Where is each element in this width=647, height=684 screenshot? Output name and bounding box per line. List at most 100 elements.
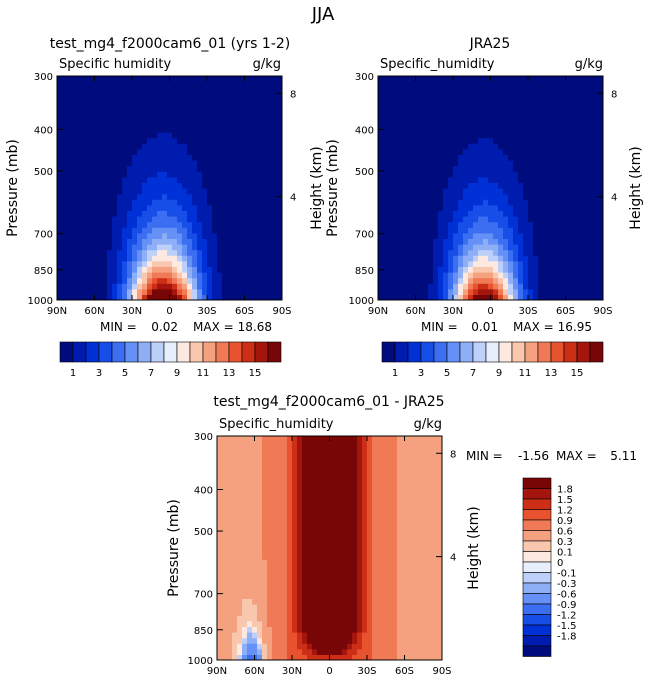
heatmap-cell bbox=[463, 120, 469, 127]
heatmap-cell bbox=[493, 120, 499, 127]
heatmap-cell bbox=[413, 81, 419, 88]
heatmap-cell bbox=[237, 508, 243, 515]
heatmap-cell bbox=[282, 492, 288, 499]
heatmap-cell bbox=[217, 436, 223, 443]
heatmap-cell bbox=[277, 492, 283, 499]
heatmap-cell bbox=[563, 199, 569, 206]
heatmap-cell bbox=[282, 587, 288, 594]
heatmap-cell bbox=[518, 87, 524, 94]
heatmap-cell bbox=[167, 154, 173, 161]
heatmap-cell bbox=[197, 216, 203, 223]
heatmap-cell bbox=[357, 576, 363, 583]
heatmap-cell bbox=[277, 120, 282, 127]
heatmap-cell bbox=[172, 255, 178, 262]
heatmap-cell bbox=[262, 193, 268, 200]
heatmap-cell bbox=[197, 182, 203, 189]
heatmap-cell bbox=[433, 132, 439, 139]
heatmap-cell bbox=[102, 255, 108, 262]
heatmap-cell bbox=[428, 137, 434, 144]
heatmap-cell bbox=[367, 553, 373, 560]
heatmap-cell bbox=[347, 497, 353, 504]
heatmap-cell bbox=[247, 249, 253, 256]
heatmap-cell bbox=[212, 176, 218, 183]
heatmap-cell bbox=[533, 171, 539, 178]
heatmap-cell bbox=[498, 238, 504, 245]
heatmap-cell bbox=[67, 272, 73, 279]
heatmap-cell bbox=[277, 620, 283, 627]
heatmap-cell bbox=[528, 143, 534, 150]
heatmap-cell bbox=[137, 148, 143, 155]
heatmap-cell bbox=[262, 581, 268, 588]
heatmap-cell bbox=[292, 620, 298, 627]
heatmap-cell bbox=[82, 216, 88, 223]
heatmap-cell bbox=[192, 238, 198, 245]
heatmap-cell bbox=[362, 531, 368, 538]
heatmap-cell bbox=[232, 536, 238, 543]
heatmap-cell bbox=[202, 143, 208, 150]
heatmap-cell bbox=[292, 548, 298, 555]
heatmap-cell bbox=[152, 188, 158, 195]
heatmap-cell bbox=[62, 120, 68, 127]
heatmap-cell bbox=[498, 137, 504, 144]
heatmap-cell bbox=[453, 160, 459, 167]
heatmap-cell bbox=[122, 260, 128, 267]
heatmap-cell bbox=[598, 132, 603, 139]
heatmap-cell bbox=[182, 294, 188, 300]
heatmap-cell bbox=[468, 87, 474, 94]
heatmap-cell bbox=[322, 609, 328, 616]
heatmap-cell bbox=[583, 294, 589, 300]
heatmap-cell bbox=[232, 559, 238, 566]
heatmap-cell bbox=[202, 92, 208, 99]
heatmap-cell bbox=[317, 632, 323, 639]
heatmap-cell bbox=[468, 109, 474, 116]
heatmap-cell bbox=[518, 98, 524, 105]
heatmap-cell bbox=[262, 188, 268, 195]
heatmap-cell bbox=[558, 120, 564, 127]
heatmap-cell bbox=[192, 255, 198, 262]
heatmap-cell bbox=[257, 193, 263, 200]
heatmap-cell bbox=[483, 132, 489, 139]
heatmap-cell bbox=[493, 221, 499, 228]
heatmap-cell bbox=[122, 132, 128, 139]
panel-obs-title: JRA25 bbox=[469, 36, 511, 52]
heatmap-cell bbox=[428, 76, 434, 83]
heatmap-cell bbox=[438, 283, 444, 290]
heatmap-cell bbox=[212, 120, 218, 127]
heatmap-cell bbox=[493, 238, 499, 245]
heatmap-cell bbox=[297, 553, 303, 560]
heatmap-cell bbox=[232, 648, 238, 655]
heatmap-cell bbox=[493, 266, 499, 273]
heatmap-cell bbox=[468, 76, 474, 83]
heatmap-cell bbox=[132, 132, 138, 139]
heatmap-cell bbox=[528, 249, 534, 256]
heatmap-cell bbox=[267, 193, 273, 200]
heatmap-cell bbox=[257, 452, 263, 459]
heatmap-cell bbox=[262, 576, 268, 583]
heatmap-cell bbox=[267, 609, 273, 616]
heatmap-cell bbox=[453, 266, 459, 273]
heatmap-cell bbox=[117, 238, 123, 245]
heatmap-cell bbox=[357, 464, 363, 471]
heatmap-cell bbox=[62, 132, 68, 139]
heatmap-cell bbox=[433, 92, 439, 99]
heatmap-cell bbox=[332, 553, 338, 560]
heatmap-cell bbox=[578, 171, 584, 178]
heatmap-cell bbox=[342, 548, 348, 555]
heatmap-cell bbox=[162, 137, 168, 144]
heatmap-cell bbox=[237, 632, 243, 639]
heatmap-cell bbox=[262, 143, 268, 150]
heatmap-cell bbox=[473, 126, 479, 133]
heatmap-cell bbox=[252, 559, 258, 566]
heatmap-cell bbox=[272, 294, 278, 300]
heatmap-cell bbox=[142, 137, 148, 144]
heatmap-cell bbox=[558, 277, 564, 284]
heatmap-cell bbox=[528, 115, 534, 122]
heatmap-cell bbox=[117, 137, 123, 144]
heatmap-cell bbox=[312, 592, 318, 599]
heatmap-cell bbox=[117, 109, 123, 116]
heatmap-cell bbox=[217, 137, 223, 144]
heatmap-cell bbox=[122, 288, 128, 295]
heatmap-cell bbox=[137, 216, 143, 223]
heatmap-cell bbox=[167, 126, 173, 133]
heatmap-cell bbox=[237, 221, 243, 228]
